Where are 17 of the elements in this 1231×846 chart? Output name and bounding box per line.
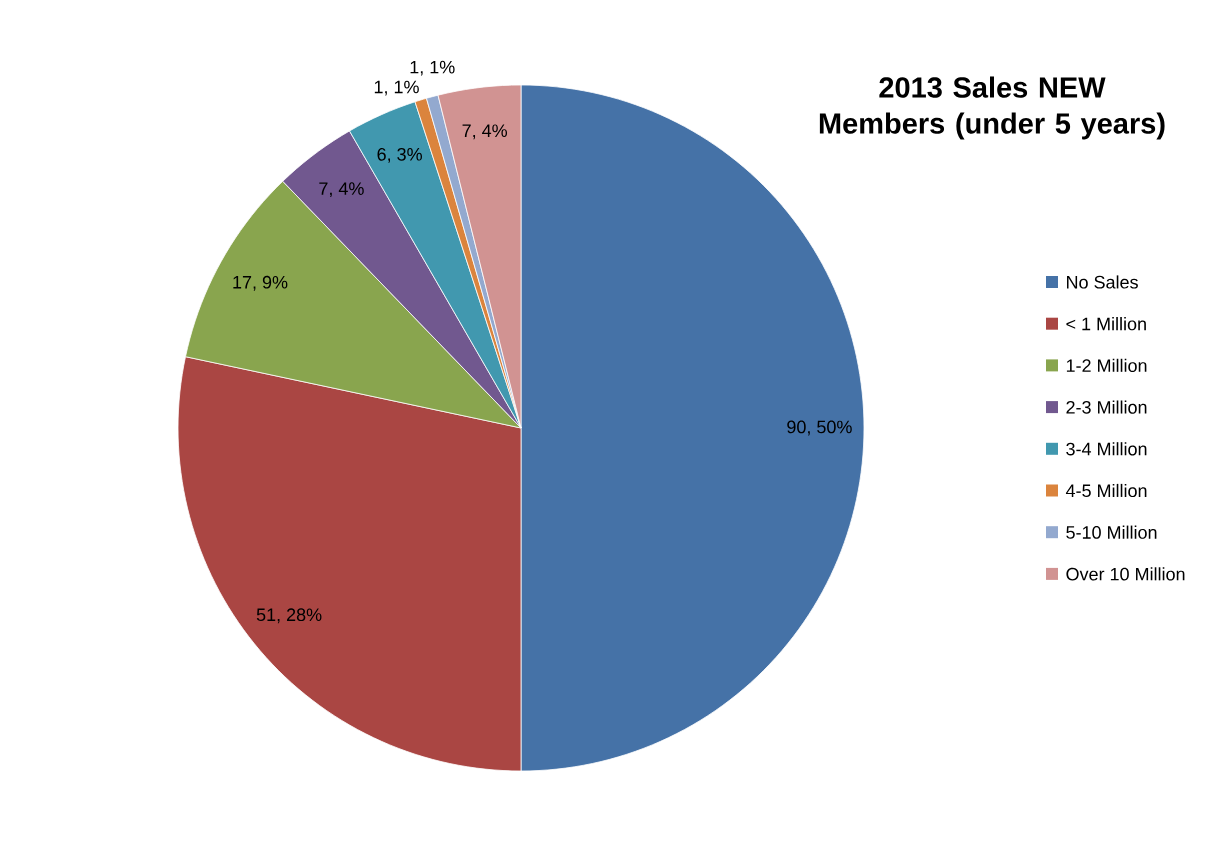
data-label: 1, 1% <box>374 80 419 96</box>
legend-label: 4-5 Million <box>1065 483 1147 498</box>
data-label: 90, 50% <box>787 420 852 436</box>
data-label: 7, 4% <box>319 182 364 198</box>
legend-label: 3-4 Million <box>1066 442 1147 456</box>
legend-label: No Sales <box>1067 275 1138 289</box>
legend-label: < 1 Million <box>1066 317 1146 331</box>
data-label: 51, 28% <box>256 608 322 624</box>
legend-label: 2-3 Million <box>1066 400 1147 414</box>
data-label: 1, 1% <box>410 60 455 76</box>
legend-label: Over 10 Million <box>1066 567 1185 581</box>
legend-label: 1-2 Million <box>1066 358 1147 372</box>
data-label: 17, 9% <box>233 275 288 291</box>
text: 2013 Sales NEW Members (under 5 years) <box>819 76 1165 140</box>
legend-label: 5-10 Million <box>1066 525 1157 539</box>
data-label: 7, 4% <box>462 124 508 140</box>
data-label: 6, 3% <box>377 147 422 163</box>
